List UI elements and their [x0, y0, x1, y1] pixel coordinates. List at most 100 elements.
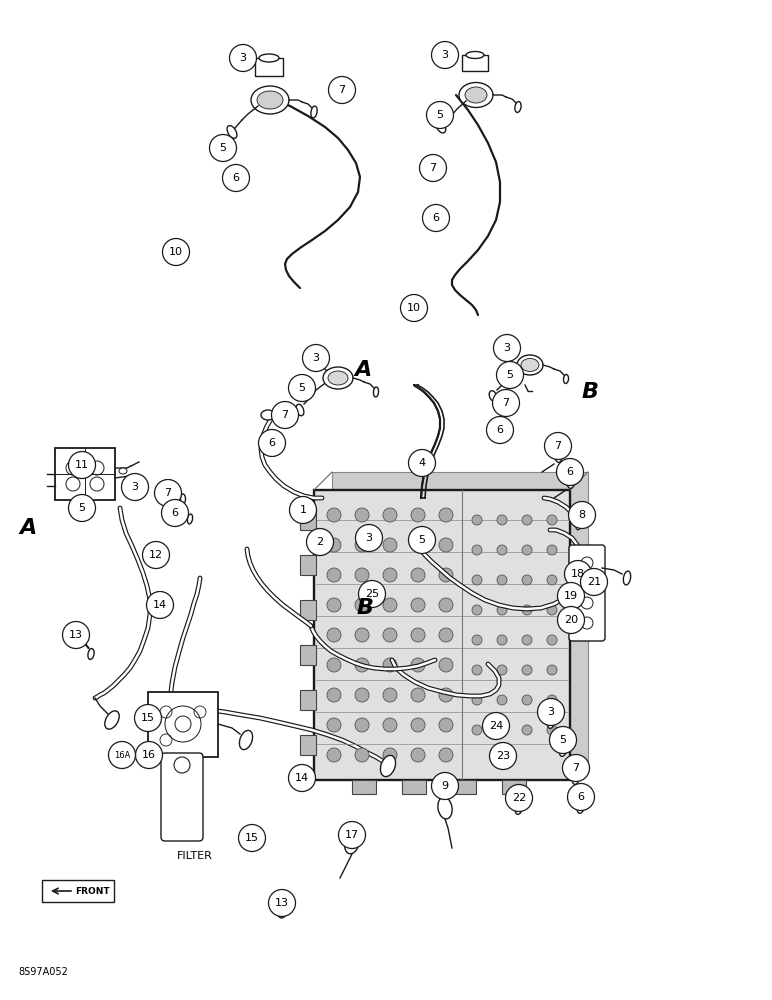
Circle shape: [522, 635, 532, 645]
Text: 7: 7: [429, 163, 436, 173]
Circle shape: [327, 568, 341, 582]
Circle shape: [355, 598, 369, 612]
Text: FRONT: FRONT: [75, 886, 110, 896]
Text: 5: 5: [436, 110, 443, 120]
Circle shape: [422, 205, 449, 232]
Circle shape: [269, 890, 296, 916]
Bar: [402, 780, 426, 794]
Bar: [452, 780, 476, 794]
Circle shape: [522, 515, 532, 525]
Text: 5: 5: [506, 370, 513, 380]
Text: 1: 1: [300, 505, 306, 515]
Circle shape: [411, 628, 425, 642]
Ellipse shape: [188, 514, 192, 524]
Ellipse shape: [567, 476, 574, 488]
Text: 5: 5: [560, 735, 567, 745]
Text: 7: 7: [503, 398, 510, 408]
Circle shape: [209, 134, 236, 161]
Circle shape: [289, 764, 316, 792]
Circle shape: [222, 164, 249, 192]
Text: 15: 15: [245, 833, 259, 843]
Circle shape: [522, 545, 532, 555]
Circle shape: [327, 658, 341, 672]
Circle shape: [472, 605, 482, 615]
Text: 6: 6: [567, 467, 574, 477]
Circle shape: [338, 822, 365, 848]
Circle shape: [355, 658, 369, 672]
Ellipse shape: [105, 711, 119, 729]
Circle shape: [564, 560, 591, 587]
Ellipse shape: [227, 126, 237, 138]
Circle shape: [426, 102, 453, 128]
Circle shape: [358, 580, 385, 607]
Circle shape: [143, 542, 170, 568]
Ellipse shape: [88, 649, 94, 659]
Circle shape: [472, 665, 482, 675]
Ellipse shape: [554, 450, 561, 462]
Bar: [42, 880, 114, 902]
Ellipse shape: [515, 102, 521, 112]
Circle shape: [383, 718, 397, 732]
Circle shape: [522, 665, 532, 675]
Circle shape: [289, 374, 316, 401]
Text: 12: 12: [149, 550, 163, 560]
Ellipse shape: [277, 902, 287, 918]
Text: 6: 6: [232, 173, 239, 183]
Text: 7: 7: [282, 410, 289, 420]
Bar: [462, 55, 488, 71]
Bar: [255, 58, 283, 76]
Circle shape: [544, 432, 571, 460]
Text: 6: 6: [432, 213, 439, 223]
Bar: [352, 780, 376, 794]
Circle shape: [432, 41, 459, 68]
Circle shape: [355, 508, 369, 522]
Circle shape: [63, 621, 90, 648]
Ellipse shape: [577, 801, 585, 813]
Circle shape: [408, 450, 435, 477]
Text: 6: 6: [577, 792, 584, 802]
Text: 18: 18: [571, 569, 585, 579]
Circle shape: [497, 575, 507, 585]
Circle shape: [439, 688, 453, 702]
Circle shape: [355, 748, 369, 762]
Bar: [55, 448, 115, 500]
Text: 7: 7: [338, 85, 346, 95]
Ellipse shape: [436, 121, 445, 133]
Circle shape: [496, 361, 523, 388]
Circle shape: [497, 725, 507, 735]
Circle shape: [303, 344, 330, 371]
Circle shape: [411, 748, 425, 762]
Circle shape: [411, 688, 425, 702]
Circle shape: [506, 784, 533, 812]
Circle shape: [69, 452, 96, 479]
Text: 8: 8: [578, 510, 586, 520]
Bar: [502, 780, 526, 794]
Circle shape: [162, 238, 189, 265]
Circle shape: [472, 575, 482, 585]
Text: B: B: [581, 382, 598, 402]
FancyBboxPatch shape: [161, 753, 203, 841]
Circle shape: [272, 401, 299, 428]
Text: 8S97A052: 8S97A052: [18, 967, 68, 977]
Text: 2: 2: [317, 537, 323, 547]
Bar: [300, 735, 316, 755]
Circle shape: [355, 538, 369, 552]
Ellipse shape: [465, 87, 487, 103]
Ellipse shape: [328, 371, 348, 385]
Circle shape: [472, 635, 482, 645]
Circle shape: [383, 748, 397, 762]
Text: 3: 3: [547, 707, 554, 717]
Circle shape: [239, 824, 266, 852]
Circle shape: [497, 695, 507, 705]
Circle shape: [355, 628, 369, 642]
Bar: [300, 555, 316, 575]
Circle shape: [547, 605, 557, 615]
Circle shape: [547, 725, 557, 735]
Text: FILTER: FILTER: [177, 851, 213, 861]
Text: 15: 15: [141, 713, 155, 723]
Circle shape: [154, 480, 181, 506]
Bar: [300, 690, 316, 710]
Circle shape: [383, 568, 397, 582]
Circle shape: [472, 695, 482, 705]
Text: 19: 19: [564, 591, 578, 601]
